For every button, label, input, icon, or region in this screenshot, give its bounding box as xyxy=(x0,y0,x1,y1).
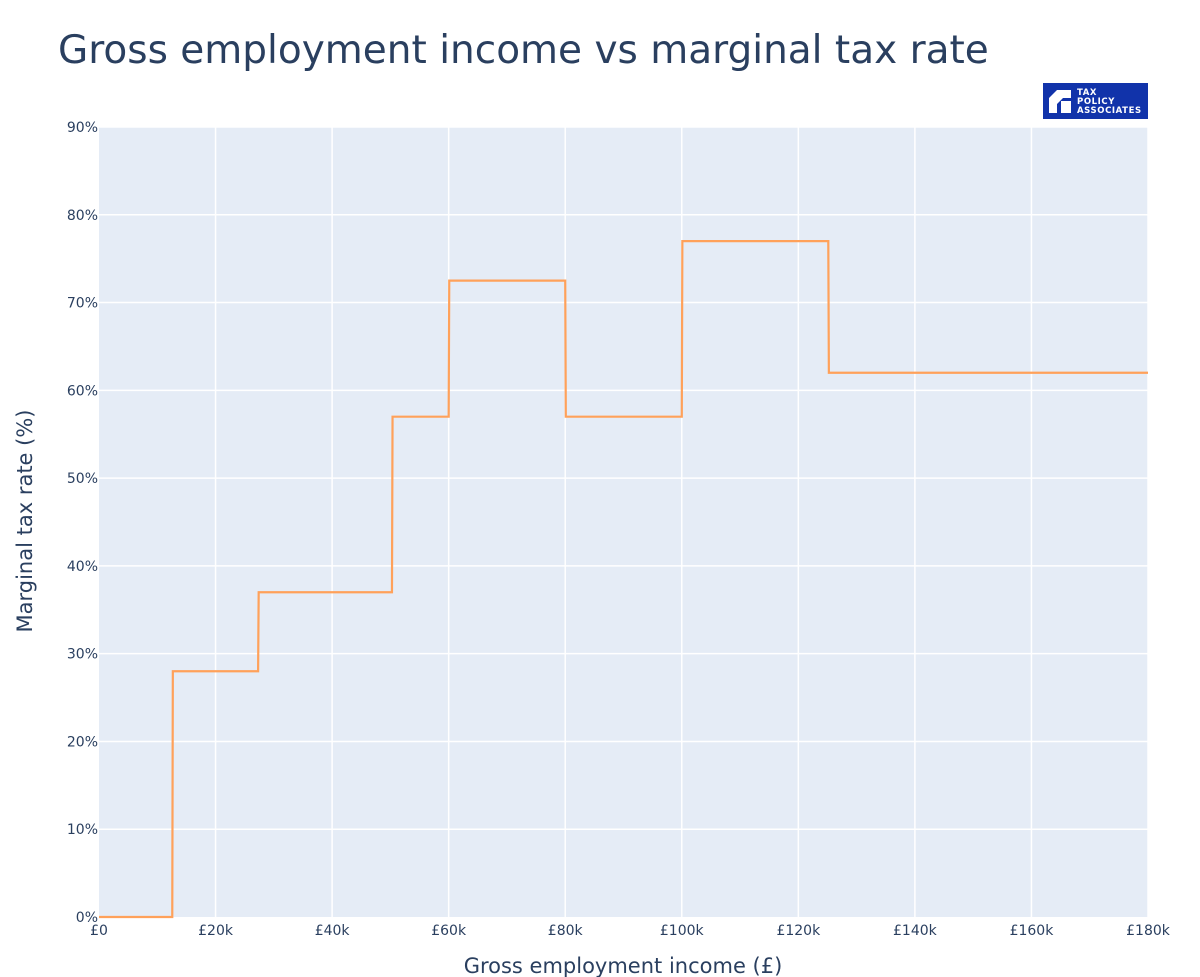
x-tick-label: £20k xyxy=(198,923,234,939)
gridlines xyxy=(99,126,1149,917)
y-axis-ticks: 0% 10% 20% 30% 40% 50% 60% 70% 80% 90% xyxy=(67,120,98,926)
y-tick-label: 90% xyxy=(67,120,98,136)
x-tick-label: £80k xyxy=(548,923,584,939)
logo-line-3: ASSOCIATES xyxy=(1077,106,1142,116)
x-tick-label: £160k xyxy=(1010,923,1055,939)
x-tick-label: £120k xyxy=(776,923,821,939)
plot-area xyxy=(99,127,1148,917)
y-tick-label: 30% xyxy=(67,647,98,663)
y-tick-label: 20% xyxy=(67,734,98,750)
x-axis-ticks: £0 £20k £40k £60k £80k £100k £120k £140k £160k £1… xyxy=(90,923,1171,939)
y-tick-label: 60% xyxy=(67,383,98,399)
y-tick-label: 50% xyxy=(67,471,98,487)
x-tick-label: £100k xyxy=(660,923,705,939)
x-tick-label: £140k xyxy=(893,923,938,939)
y-axis-title: Marginal tax rate (%) xyxy=(13,410,37,633)
x-tick-label: £0 xyxy=(90,923,108,939)
y-tick-label: 70% xyxy=(67,296,98,312)
series-layer xyxy=(99,240,1148,919)
logo-mark-slot-icon xyxy=(1061,101,1071,113)
y-tick-label: 0% xyxy=(76,910,98,926)
x-tick-label: £60k xyxy=(431,923,467,939)
series-line xyxy=(99,240,1148,919)
x-tick-label: £180k xyxy=(1126,923,1171,939)
y-tick-label: 10% xyxy=(67,822,98,838)
logo-mark-icon xyxy=(1049,90,1071,113)
x-tick-label: £40k xyxy=(315,923,351,939)
x-axis-title: Gross employment income (£) xyxy=(464,954,783,977)
logo-background xyxy=(1043,83,1148,119)
y-tick-label: 80% xyxy=(67,208,98,224)
y-tick-label: 40% xyxy=(67,559,98,575)
logo-line-2: POLICY xyxy=(1077,97,1115,107)
chart-title: Gross employment income vs marginal tax … xyxy=(58,28,989,73)
logo-line-1: TAX xyxy=(1077,88,1097,98)
logo: TAX POLICY ASSOCIATES xyxy=(1043,83,1148,119)
